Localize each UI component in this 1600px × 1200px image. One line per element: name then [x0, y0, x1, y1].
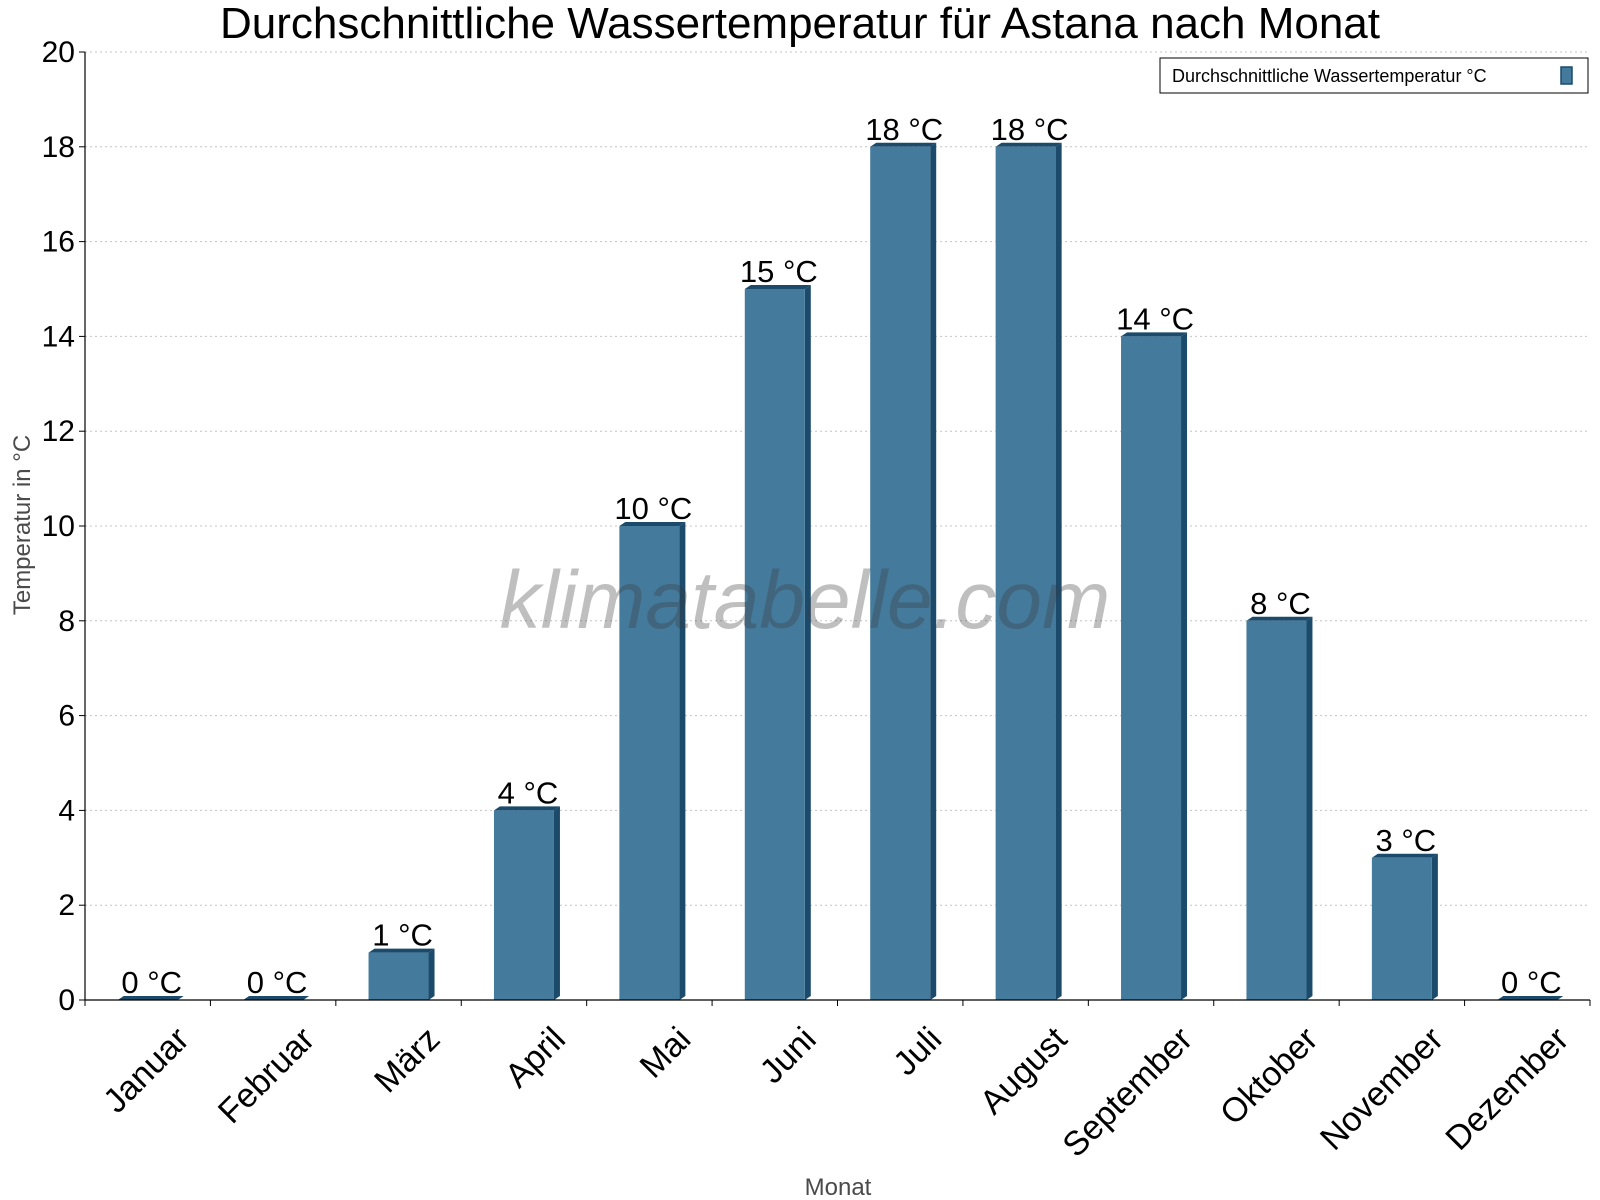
- x-tick-label: Mai: [633, 1020, 699, 1086]
- bar-side: [1181, 332, 1188, 1000]
- y-tick-label: 18: [42, 131, 75, 164]
- bar-top: [619, 522, 686, 526]
- bar-top: [1371, 853, 1438, 858]
- y-tick-label: 14: [42, 320, 75, 353]
- bar-1: [117, 996, 184, 1000]
- bar-side: [804, 285, 811, 1000]
- bar-3: [368, 948, 435, 1000]
- x-tick-label: April: [498, 1020, 573, 1095]
- y-tick-label: 16: [42, 226, 75, 259]
- x-tick-label: November: [1313, 1020, 1451, 1158]
- bar-12: [1497, 996, 1564, 1000]
- x-tick-label: Juli: [886, 1020, 949, 1083]
- bar-front: [1371, 857, 1432, 1000]
- bar-10: [1246, 616, 1313, 1000]
- bars: [84, 142, 1591, 1006]
- y-tick-labels: 0 2 4 6 8 10 12 14 16 18 20: [42, 36, 75, 1017]
- data-label: 0 °C: [247, 965, 308, 1000]
- bar-top: [493, 806, 560, 811]
- y-tick-label: 12: [42, 415, 75, 448]
- x-tick-label: Januar: [96, 1020, 196, 1120]
- bar-top: [744, 285, 811, 289]
- bar-side: [1431, 853, 1438, 1000]
- watermark: klimatabelle.com: [500, 555, 1111, 646]
- bar-top: [117, 996, 184, 1000]
- y-tick-label: 10: [42, 510, 75, 543]
- x-tick-label: Oktober: [1213, 1020, 1325, 1132]
- bar-4: [493, 806, 560, 1000]
- legend-box: [1159, 57, 1589, 94]
- data-labels: 0 °C 0 °C 1 °C 4 °C 10 °C 15 °C 18 °C 18 °C 14 °…: [121, 112, 1561, 1000]
- data-label: 10 °C: [614, 491, 692, 526]
- x-tick-labels: Januar Februar März April Mai Juni Juli AugustS…: [96, 1020, 1576, 1165]
- data-label: 15 °C: [740, 254, 818, 289]
- bar-9: [1121, 332, 1188, 1000]
- y-tick-label: 8: [58, 605, 75, 638]
- bar-front: [493, 810, 554, 1000]
- data-label: 18 °C: [991, 112, 1069, 147]
- bar-top: [368, 948, 435, 953]
- data-label: 18 °C: [865, 112, 943, 147]
- data-label: 1 °C: [372, 918, 433, 953]
- grid-lines: [79, 51, 1590, 1001]
- bar-11: [1371, 853, 1438, 1000]
- bar-front: [1246, 620, 1307, 1000]
- bar-side: [930, 142, 937, 1001]
- bar-front: [1121, 336, 1182, 1000]
- bar-5: [619, 522, 686, 1000]
- data-label: 0 °C: [1501, 965, 1562, 1000]
- y-tick-label: 4: [58, 794, 75, 827]
- data-label: 8 °C: [1250, 586, 1311, 621]
- data-label: 3 °C: [1376, 823, 1437, 858]
- bar-2: [243, 996, 310, 1000]
- y-tick-label: 2: [58, 889, 75, 922]
- bar-side: [553, 806, 560, 1000]
- y-tick-label: 20: [42, 36, 75, 69]
- bar-side: [1306, 616, 1313, 1000]
- bar-front: [995, 146, 1056, 1001]
- chart-title: Durchschnittliche Wassertemperatur für A…: [219, 0, 1380, 48]
- bar-side: [1055, 142, 1062, 1001]
- bar-front: [368, 952, 429, 1000]
- data-label: 0 °C: [121, 965, 182, 1000]
- bar-top: [1246, 616, 1313, 621]
- bar-top: [1121, 332, 1188, 337]
- bar-top: [995, 142, 1062, 147]
- legend-swatch: [1560, 66, 1573, 85]
- bar-top: [243, 996, 310, 1000]
- x-tick-label: Dezember: [1438, 1020, 1576, 1158]
- legend: Durchschnittliche Wassertemperatur °C: [1159, 57, 1589, 94]
- legend-entry-label: Durchschnittliche Wassertemperatur °C: [1172, 66, 1487, 86]
- bar-8: [995, 142, 1062, 1001]
- bar-6: [744, 285, 811, 1000]
- bar-front: [870, 146, 931, 1001]
- y-tick-label: 6: [58, 700, 75, 733]
- y-axis-title: Temperatur in °C: [9, 435, 36, 615]
- x-axis-title: Monat: [805, 1174, 872, 1200]
- x-tick-label: August: [973, 1020, 1075, 1122]
- x-tick-label: Juni: [753, 1020, 824, 1091]
- bar-front: [744, 289, 805, 1000]
- bar-top: [1497, 996, 1564, 1000]
- x-tick-label: März: [367, 1020, 447, 1100]
- bar-front: [619, 526, 680, 1000]
- bar-top: [870, 142, 937, 147]
- bar-7: [870, 142, 937, 1001]
- bar-side: [428, 948, 435, 1000]
- x-tick-label: Februar: [211, 1020, 322, 1131]
- axes: [84, 52, 1590, 1001]
- data-label: 14 °C: [1116, 301, 1194, 336]
- x-tick-label: September: [1055, 1020, 1199, 1164]
- y-tick-label: 0: [58, 984, 75, 1017]
- bar-side: [679, 522, 686, 1000]
- data-label: 4 °C: [498, 775, 559, 810]
